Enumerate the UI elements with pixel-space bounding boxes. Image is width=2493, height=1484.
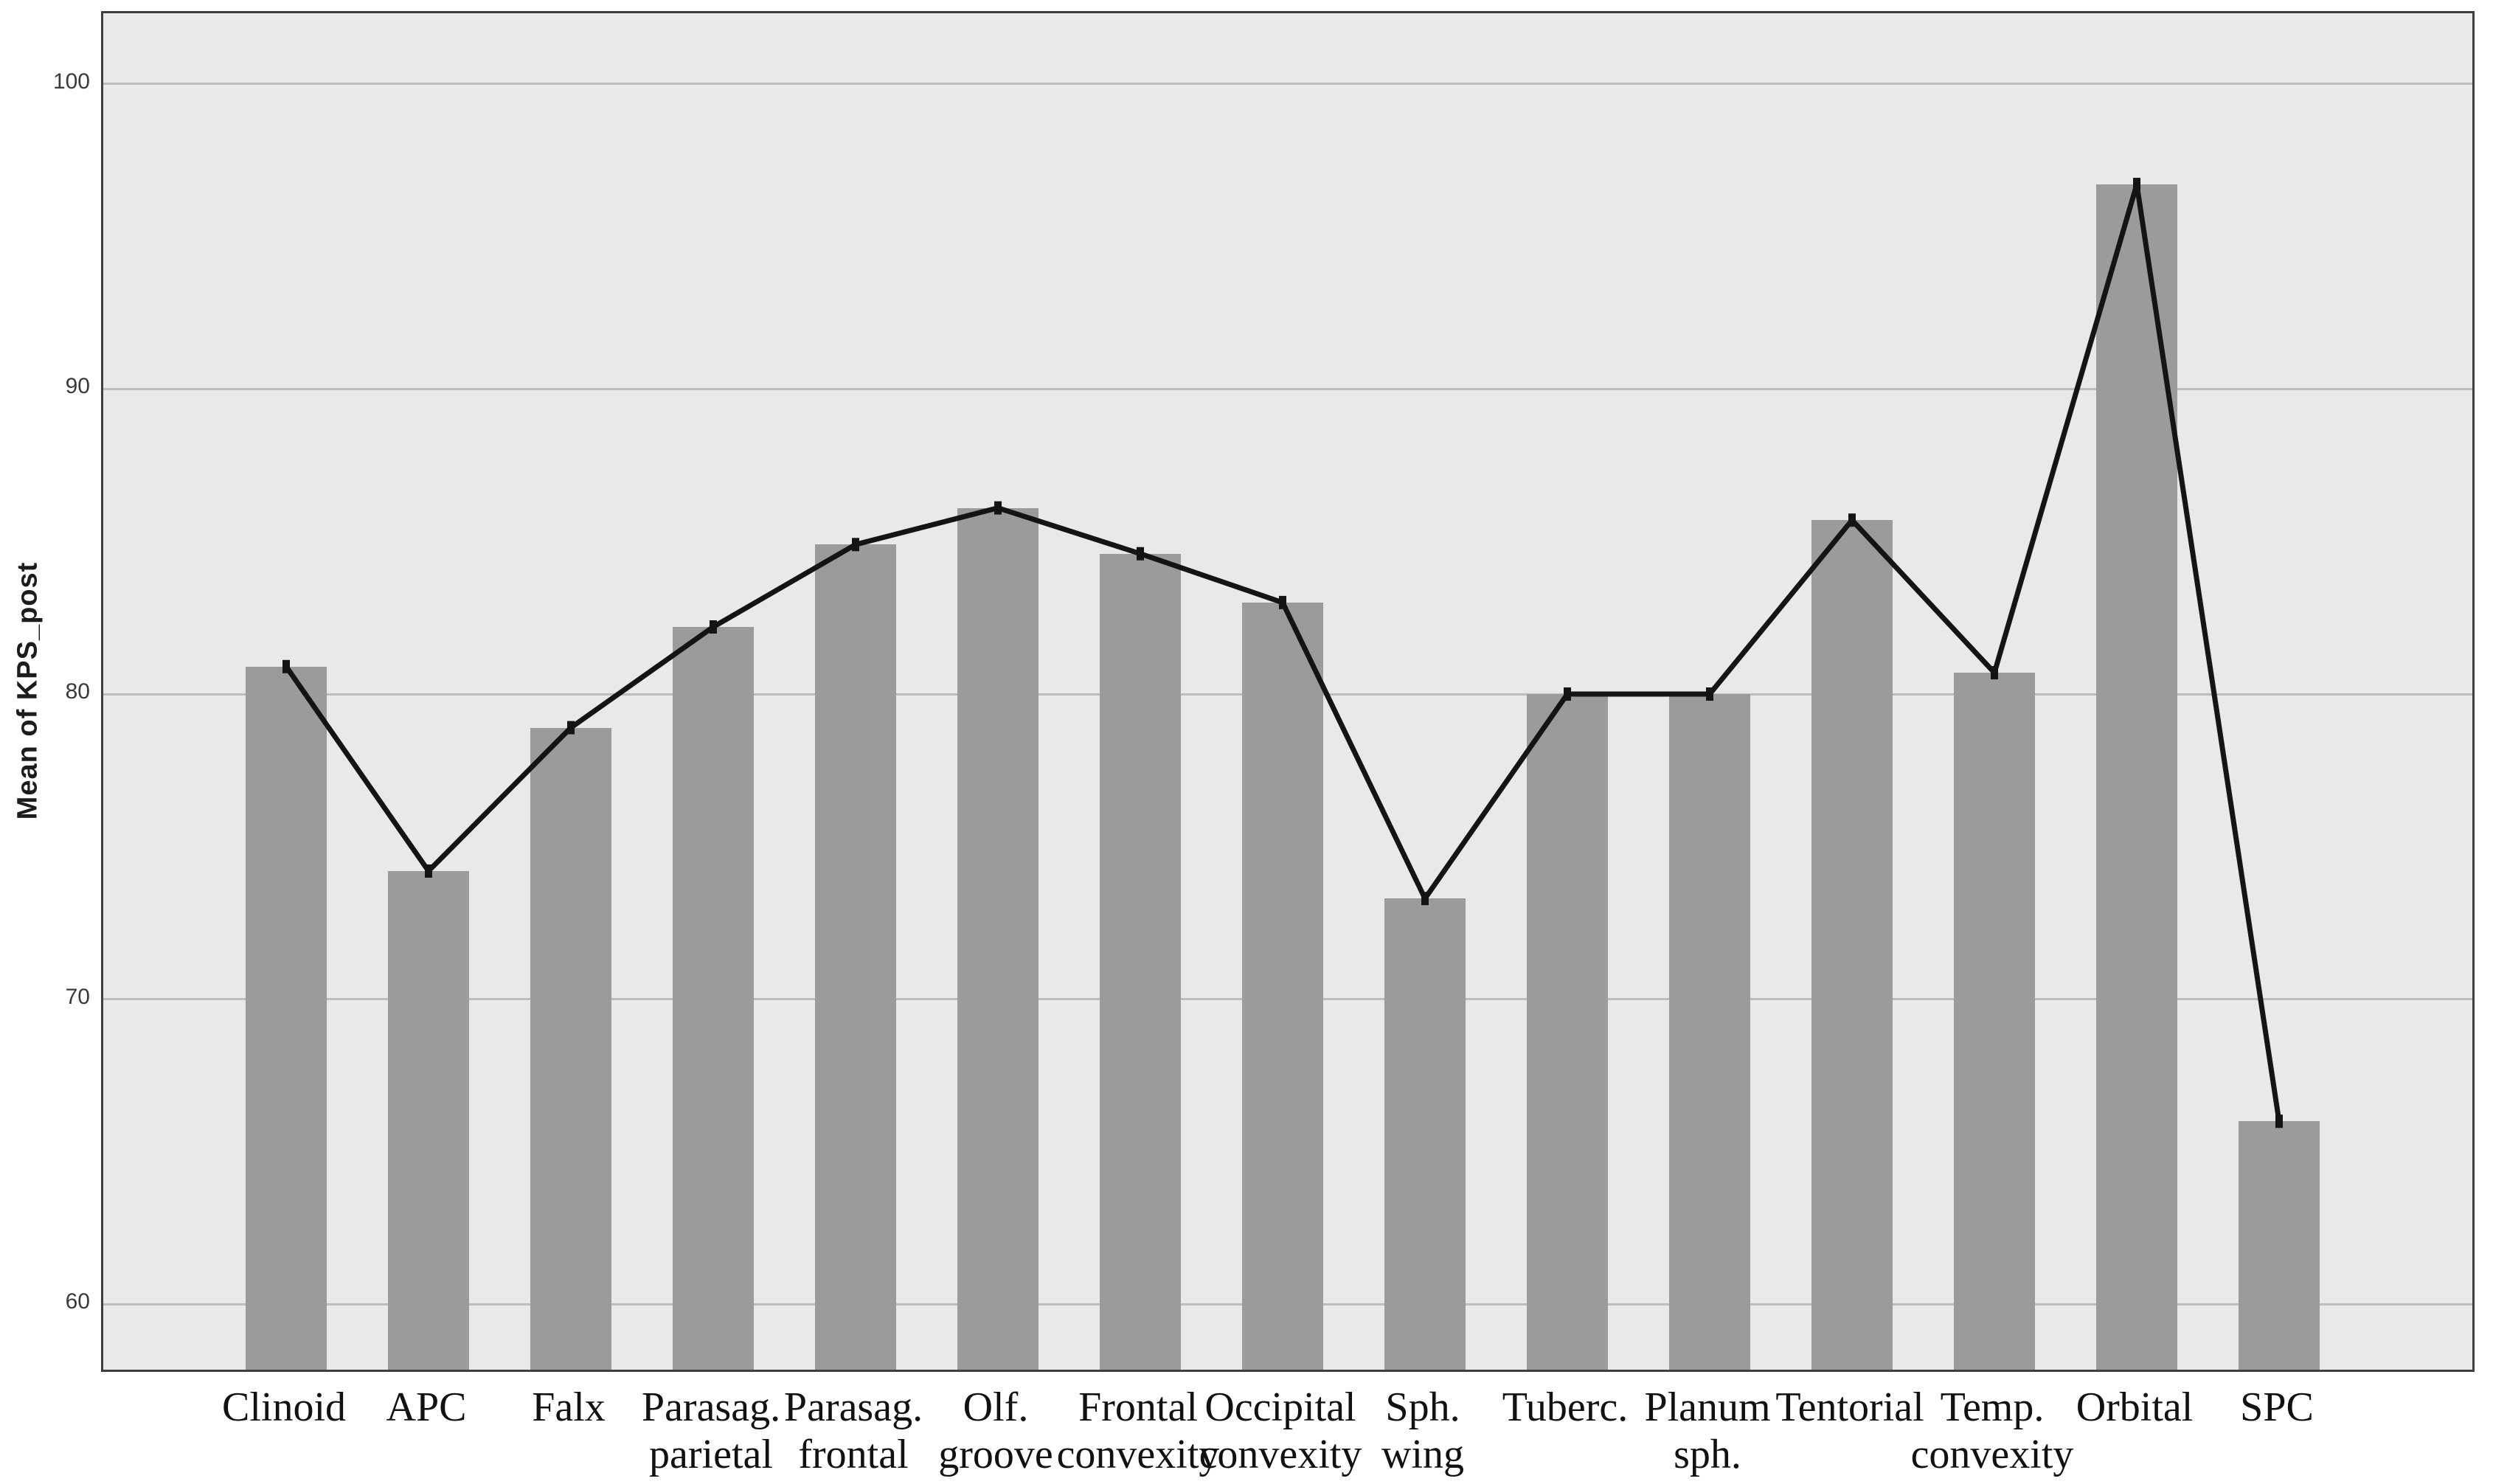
x-label-line: APC: [386, 1384, 467, 1430]
x-label-orbital: Orbital: [2002, 1384, 2267, 1431]
bar-tuberc: [1527, 694, 1608, 1370]
x-label-line: Parasag.: [641, 1384, 781, 1430]
x-label-line: sph.: [1674, 1432, 1741, 1477]
y-tick-label-80: 80: [65, 679, 90, 704]
point-marker-parasag-frontal: [852, 538, 859, 552]
x-label-line: Occipital: [1204, 1384, 1356, 1430]
mean-line-overlay: [282, 178, 2283, 1128]
x-label-line: Frontal: [1078, 1384, 1198, 1430]
x-label-line: Orbital: [2076, 1384, 2194, 1430]
x-label-falx: Falx: [436, 1384, 701, 1431]
x-label-line: Tuberc.: [1502, 1384, 1629, 1430]
point-marker-apc: [425, 864, 432, 878]
point-marker-temp-convexity: [1991, 666, 1998, 680]
x-label-line: SPC: [2240, 1384, 2314, 1430]
bar-apc: [388, 870, 469, 1370]
point-marker-spc: [2275, 1114, 2283, 1128]
x-label-line: convexity: [1910, 1432, 2074, 1477]
x-label-planum-sph: Planum sph.: [1575, 1384, 1840, 1478]
x-label-line: Sph.: [1385, 1384, 1460, 1430]
gridline-90: [103, 387, 2472, 390]
x-label-line: frontal: [798, 1432, 909, 1477]
point-marker-tuberc: [1564, 687, 1571, 701]
y-tick-label-90: 90: [65, 374, 90, 399]
x-label-apc: APC: [294, 1384, 559, 1431]
y-tick-label-70: 70: [65, 984, 90, 1009]
x-label-tentorial: Tentorial: [1717, 1384, 1983, 1431]
bar-olf-groove: [957, 507, 1039, 1370]
bar-temp-convexity: [1954, 673, 2035, 1370]
x-label-line: Planum: [1644, 1384, 1771, 1430]
x-label-line: groove: [938, 1432, 1053, 1477]
bar-sph-wing: [1384, 898, 1466, 1370]
bar-frontal-convexity: [1100, 553, 1181, 1370]
x-label-line: convexity: [1199, 1432, 1362, 1477]
x-label-parasag-parietal: Parasag. parietal: [578, 1384, 844, 1478]
point-marker-parasag-parietal: [710, 620, 717, 634]
x-label-line: wing: [1381, 1432, 1464, 1477]
point-marker-orbital: [2133, 178, 2140, 192]
bar-clinoid: [246, 666, 327, 1370]
x-label-parasag-frontal: Parasag. frontal: [721, 1384, 986, 1478]
x-label-tuberc: Tuberc.: [1432, 1384, 1698, 1431]
bar-tentorial: [1811, 520, 1893, 1370]
x-label-line: Olf.: [963, 1384, 1029, 1430]
x-label-line: convexity: [1056, 1432, 1220, 1477]
point-marker-frontal-convexity: [1137, 547, 1144, 561]
x-label-spc: SPC: [2144, 1384, 2410, 1431]
y-tick-label-100: 100: [52, 69, 90, 94]
plot-area: [101, 11, 2475, 1372]
point-marker-planum-sph: [1706, 687, 1713, 701]
y-tick-label-60: 60: [65, 1289, 90, 1314]
x-label-clinoid: Clinoid: [151, 1384, 417, 1431]
x-label-occipital-convexity: Occipital convexity: [1148, 1384, 1413, 1478]
x-label-line: Temp.: [1940, 1384, 2045, 1430]
point-marker-clinoid: [282, 659, 290, 673]
bar-planum-sph: [1669, 694, 1750, 1370]
bar-parasag-frontal: [815, 544, 896, 1370]
x-label-frontal-convexity: Frontal convexity: [1005, 1384, 1271, 1478]
gridline-100: [103, 83, 2472, 86]
x-label-sph-wing: Sph. wing: [1290, 1384, 1556, 1478]
x-label-olf-groove: Olf. groove: [863, 1384, 1128, 1478]
x-label-temp-convexity: Temp. convexity: [1859, 1384, 2125, 1478]
bar-falx: [530, 727, 611, 1370]
point-marker-falx: [567, 721, 575, 735]
x-label-line: Clinoid: [221, 1384, 347, 1430]
mean-line: [284, 184, 2282, 1122]
bar-parasag-parietal: [673, 626, 754, 1370]
x-label-line: Parasag.: [783, 1384, 923, 1430]
bar-spc: [2239, 1121, 2320, 1370]
point-marker-olf-groove: [994, 501, 1002, 515]
x-label-line: Tentorial: [1775, 1384, 1924, 1430]
point-marker-tentorial: [1848, 513, 1856, 527]
x-label-line: parietal: [649, 1432, 773, 1477]
point-marker-sph-wing: [1421, 892, 1429, 906]
x-label-line: Falx: [532, 1384, 606, 1430]
bar-occipital-convexity: [1242, 602, 1323, 1370]
point-marker-occipital-convexity: [1279, 595, 1286, 609]
bar-orbital: [2096, 184, 2177, 1370]
